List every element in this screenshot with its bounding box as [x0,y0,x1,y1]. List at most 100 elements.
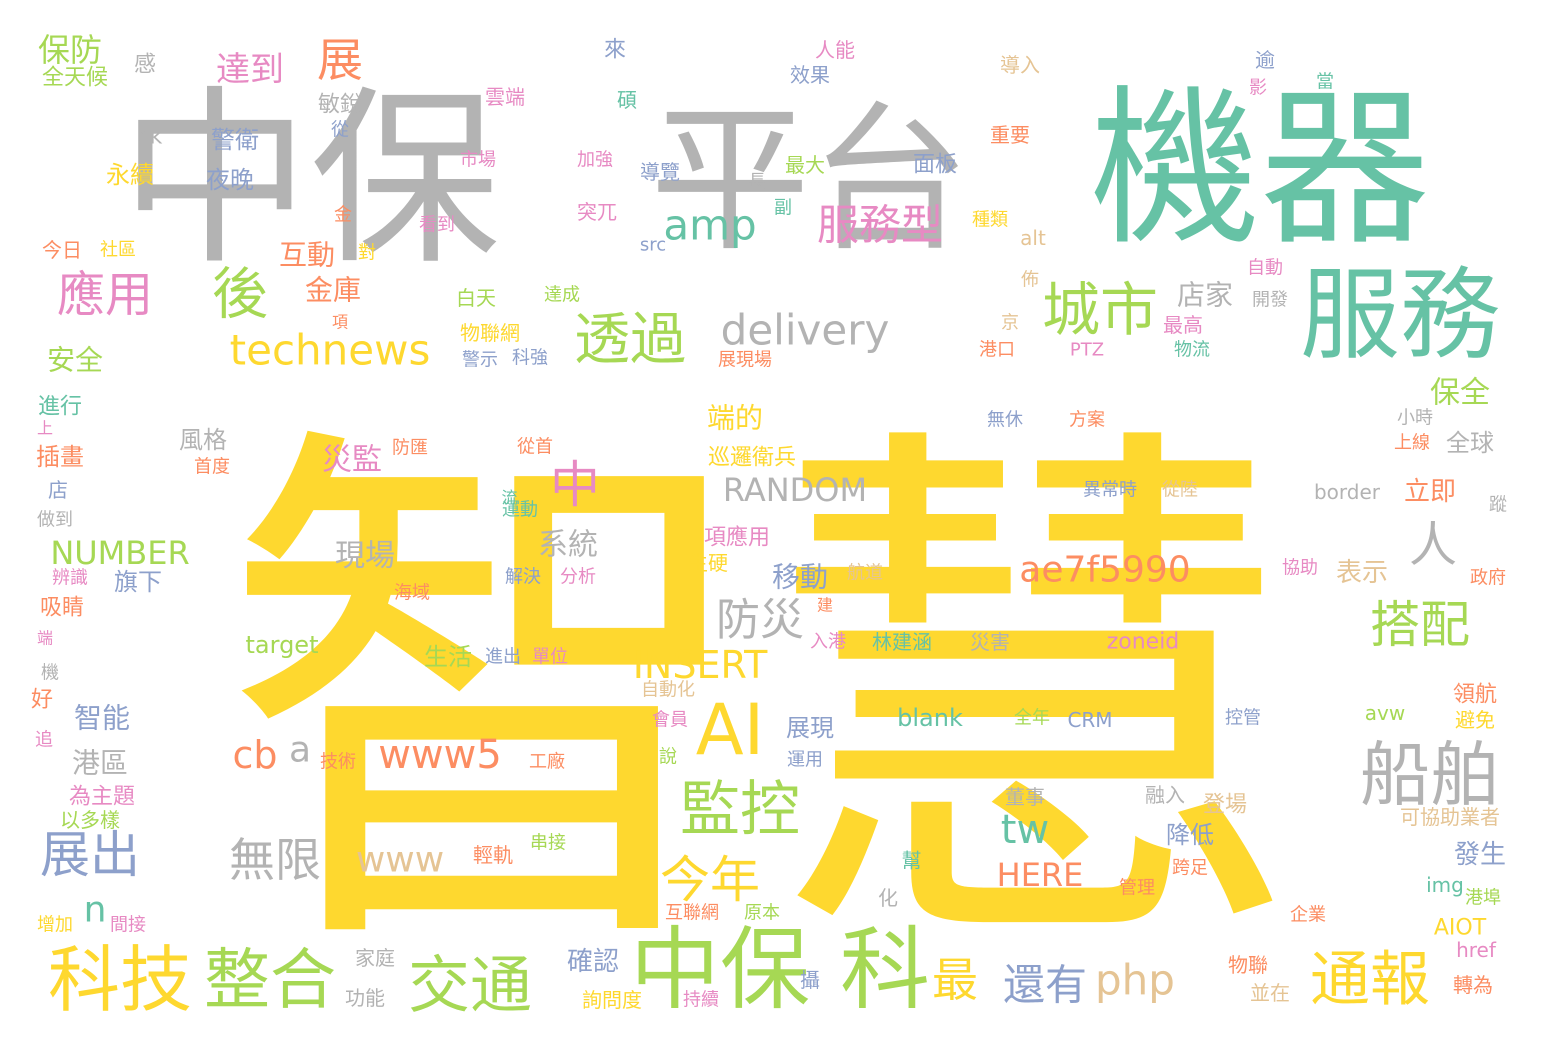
word-amp-17: amp [663,201,756,250]
word-24: 人 [1409,517,1457,573]
word-177: 跨足 [1172,858,1208,879]
word-104: 無休 [987,410,1023,431]
word-11: 城市 [1042,276,1158,344]
word-69: 金 [334,205,352,226]
word-134: 海域 [394,583,430,604]
word-78: 對 [358,243,376,264]
word-48: 人能 [815,38,855,62]
word-114: 異常時 [1083,480,1137,501]
word-139: 端 [37,629,53,648]
word-here-179: HERE [997,856,1084,894]
word-147: 單位 [532,647,568,668]
word-21: 今年 [660,851,760,909]
word-89: 最高 [1163,313,1203,337]
word-delivery-16: delivery [721,306,890,355]
word-115: 從陸 [1162,480,1198,501]
word-141: 入港 [810,632,846,653]
word-avw-158: avw [1365,701,1405,725]
word-76: 今日 [42,238,82,262]
word-129: 移動 [772,561,828,594]
word-ck-53: ck [138,125,163,150]
word-100: 上 [37,419,53,438]
word-img-181: img [1426,873,1464,897]
word-54: 警衛 [211,126,259,154]
word-37: 最 [932,953,978,1007]
word-3: 機器 [1090,71,1430,269]
word-148: 機 [41,663,59,684]
word-60: 長 [748,172,766,193]
word-186: 互聯網 [665,903,719,924]
word-1: 中保 [120,70,500,291]
word-157: 控管 [1225,708,1261,729]
word-192: 確認 [567,947,619,977]
word-165: 說 [659,747,677,768]
word-135: 航道 [847,563,883,584]
word-number-36: NUMBER [50,534,189,572]
word-133: 旗下 [114,568,162,596]
word-126: 項應用 [704,525,770,551]
word-105: 方案 [1069,410,1105,431]
word-61: 最大 [785,153,825,177]
word-185: 化 [878,886,898,910]
word-border-116: border [1314,480,1381,504]
word-ptz-96: PTZ [1070,340,1104,361]
word-178: 發生 [1454,840,1506,870]
word-94: 展現場 [718,350,772,371]
word-ae7f5990-32: ae7f5990 [1019,550,1190,591]
word-59: 導覽 [640,160,680,184]
word-aiot-189: AIOT [1434,916,1487,941]
word-src-75: src [640,235,666,256]
word-45: 全天候 [42,66,108,91]
word-143: 災害 [970,630,1010,654]
word-188: 企業 [1290,905,1326,926]
word-174: 降低 [1166,821,1214,849]
word-68: 重要 [990,123,1030,147]
word-125: 分析 [560,567,596,588]
word-113: 巡邏衛兵 [708,446,796,471]
word-97: 物流 [1174,340,1210,361]
word-technews-15: technews [230,326,431,375]
word-173: 串接 [530,833,566,854]
word-0: 智慧 [220,386,1300,1014]
word-55: 永續 [106,161,154,189]
word-159: 避免 [1455,708,1495,732]
word-199: 並在 [1250,981,1290,1005]
word-10: 通報 [1310,945,1430,1015]
word-151: 好 [31,688,53,713]
word-195: 功能 [345,986,385,1010]
word-163: 技術 [320,752,356,773]
word-33: 防災 [716,595,804,646]
word-183: 增加 [37,915,73,936]
word-187: 原本 [744,903,780,924]
word-132: 辨識 [52,568,88,589]
word-ai-19: AI [696,689,765,771]
word-121: 運動 [502,500,538,521]
word-137: 吸睛 [40,596,84,621]
word-124: 解決 [505,567,541,588]
word-111: 災監 [322,443,382,478]
word-67: 碩 [617,88,637,112]
word-101: 風格 [179,426,227,454]
word-150: 領航 [1453,683,1497,708]
word-155: 全年 [1014,708,1050,729]
word-9: 交通 [408,949,532,1022]
word-66: 當 [1316,72,1334,93]
word-14: 應用 [57,267,153,323]
word-71: 突兀 [577,200,617,224]
word-119: 店 [48,478,68,502]
word-123: 做到 [37,510,73,531]
word-198: 攝 [800,968,820,992]
word-106: 小時 [1397,408,1433,429]
word-176: 幫 [898,850,922,870]
word-122: 系統 [538,528,598,563]
word-63: 導入 [1000,53,1040,77]
word-cb-29: cb [232,733,277,777]
word-tw-40: tw [1001,807,1049,853]
word-64: 逾 [1255,48,1275,72]
word-194: 轉為 [1453,973,1493,997]
word-13: 後 [212,263,268,328]
word-4: 服務 [1300,257,1500,374]
word-180: 管理 [1119,878,1155,899]
word-85: 開發 [1252,290,1288,311]
